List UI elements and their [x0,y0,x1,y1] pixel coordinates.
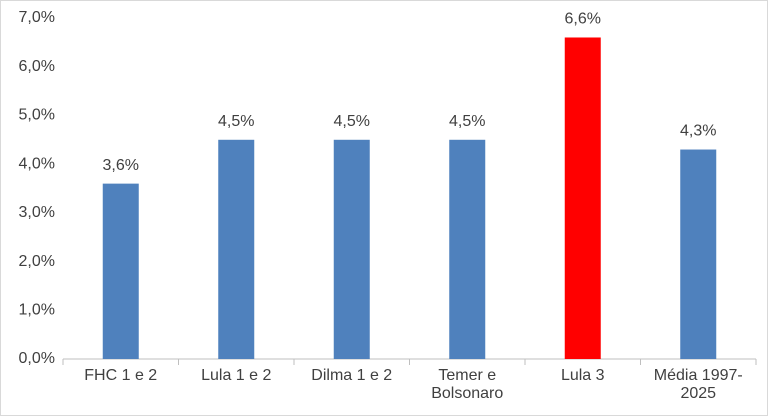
bar [564,37,601,359]
x-tick-label: Lula 1 e 2 [201,367,272,384]
bar [680,149,717,359]
value-label: 4,5% [218,113,254,130]
x-tick-label: FHC 1 e 2 [84,367,158,384]
x-tick-label: Lula 3 [560,367,605,384]
y-tick-label: 5,0% [19,107,55,124]
value-label: 4,5% [334,113,370,130]
value-label: 4,3% [680,123,716,140]
y-tick-label: 6,0% [19,58,55,75]
value-label: 3,6% [103,157,139,174]
value-label: 4,5% [449,113,485,130]
x-tick-label: Dilma 1 e 2 [311,367,393,384]
value-label: 6,6% [565,11,601,28]
y-tick-label: 1,0% [19,302,55,319]
y-tick-label: 0,0% [19,350,55,367]
bar [102,183,139,359]
bar [449,139,486,359]
y-tick-label: 7,0% [19,9,55,26]
bar [333,139,370,359]
bar [218,139,255,359]
y-tick-label: 4,0% [19,155,55,172]
y-tick-label: 3,0% [19,204,55,221]
x-tick-label: Média 1997-2025 [653,367,743,402]
y-tick-label: 2,0% [19,253,55,270]
x-tick-label: Temer e Bolsonaro [431,367,504,402]
